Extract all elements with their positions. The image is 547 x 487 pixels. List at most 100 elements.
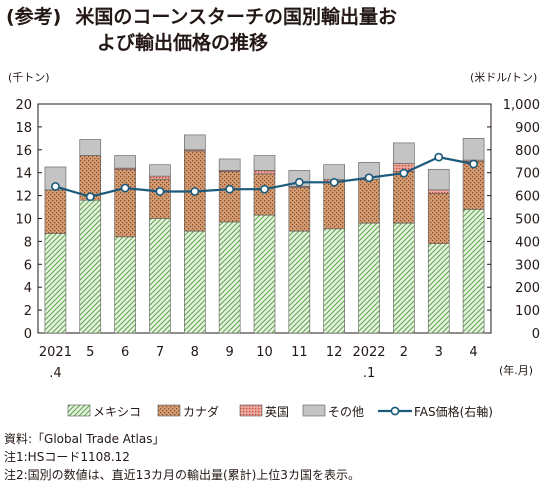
bar-1-7 [288,187,311,232]
legend-line-marker [390,406,400,416]
y-right-tick-label: 1,000 [503,98,540,113]
source-note: 資料:「Global Trade Atlas」 [4,432,165,446]
bar-2-3 [149,175,171,180]
y-left-tick-label: 14 [15,167,32,182]
y-right-tick-label: 900 [515,121,540,136]
legend-label-3: その他 [328,405,364,419]
bar-0-0 [44,233,67,334]
x-tick-label: 6 [121,345,129,360]
x-tick-label: 2022 [352,345,385,360]
y-left-tick-label: 16 [15,144,32,159]
x-tick-label: 9 [226,345,234,360]
bar-0-6 [253,214,276,334]
bar-1-9 [358,179,380,224]
legend-swatch-1 [157,404,181,417]
note-1: 注1:HSコード1108.12 [4,450,130,464]
bar-3-11 [427,168,450,191]
x-tick-label: 2 [400,345,408,360]
fas-price-point-12 [469,159,478,169]
y-left-tick-label: 0 [24,327,32,342]
fas-price-point-5 [225,184,235,194]
bar-0-4 [184,230,206,334]
x-tick-label: 10 [256,345,273,360]
legend-label-1: カナダ [183,404,219,419]
bar-1-8 [323,181,345,230]
y-left-unit: (千トン) [8,71,50,84]
bar-0-9 [358,222,380,334]
fas-price-point-0 [51,182,60,191]
x-unit: (年.月) [499,363,533,377]
bar-3-12 [462,138,485,161]
y-right-tick-label: 300 [515,258,540,273]
x-tick-label: 11 [291,345,308,360]
y-right-tick-label: 200 [515,281,540,296]
y-left-tick-label: 4 [24,281,32,296]
fas-price-point-7 [294,177,304,187]
bar-1-2 [114,168,136,238]
bar-3-1 [79,139,102,156]
chart-title: (参考) 米国のコーンスターチの国別輸出量お よび輸出価格の推移 [6,4,398,54]
x-tick-label: 3 [435,345,443,360]
y-left-tick-label: 10 [15,213,32,228]
title-prefix: (参考) [6,6,62,28]
bar-0-10 [393,222,415,334]
y-left-tick-label: 18 [15,121,32,136]
bar-1-3 [149,179,171,219]
x-tick-label: .4 [49,366,61,381]
x-tick-label: 7 [156,345,164,360]
bar-3-4 [184,134,206,151]
legend: メキシコ カナダ 英国 その他 FAS価格(右軸) [67,404,493,419]
bar-0-3 [149,218,171,334]
bar-3-10 [393,142,415,164]
legend-swatch-0 [67,404,91,417]
y-left-tick-label: 8 [24,235,32,250]
y-right-unit: (米ドル/トン) [470,71,537,84]
fas-price-point-1 [85,192,95,202]
bar-1-6 [253,173,276,216]
x-tick-label: 4 [469,345,477,360]
fas-price-point-11 [434,152,444,162]
notes: 資料:「Global Trade Atlas」 注1:HSコード1108.12 … [4,430,360,484]
bar-3-6 [253,155,276,171]
bar-2-11 [427,189,450,194]
note-2: 注2:国別の数値は、直近13カ月の輸出量(累計)上位3カ国を表示。 [4,468,360,482]
fas-price-point-6 [260,184,269,194]
fas-price-point-3 [155,187,165,196]
bar-2-6 [253,170,276,175]
bar-0-11 [427,243,450,334]
y-left-tick-label: 6 [24,258,32,273]
fas-price-point-9 [364,173,374,183]
legend-swatch-3 [302,404,326,417]
legend-label-2: 英国 [265,405,289,419]
bar-0-12 [462,209,485,334]
bar-0-1 [79,199,102,334]
legend-label-line: FAS価格(右軸) [414,404,493,419]
bar-1-5 [218,171,241,223]
x-tick-label: 12 [326,345,343,360]
y-right-tick-label: 700 [515,167,540,182]
bar-0-8 [323,228,345,334]
bar-1-10 [393,171,415,224]
bar-0-7 [288,230,311,334]
y-right-tick-label: 600 [515,190,540,205]
bar-1-12 [462,160,485,210]
y-right-tick-label: 100 [515,304,540,319]
x-tick-label: 2021 [39,345,72,360]
y-right-tick-label: 0 [532,327,540,342]
x-tick-label: 5 [86,345,94,360]
title-line-1: 米国のコーンスターチの国別輸出量お [75,6,398,28]
y-right-tick-label: 500 [515,213,540,228]
fas-price-point-10 [399,168,409,178]
legend-swatch-2 [239,404,263,417]
bar-3-5 [218,158,241,171]
bar-3-3 [149,164,171,177]
x-tick-label: .1 [363,366,375,381]
y-right-tick-label: 400 [515,235,540,250]
bar-1-0 [44,189,67,234]
y-left-tick-label: 12 [15,190,32,205]
y-right-tick-label: 800 [515,144,540,159]
title-line-2: よび輸出価格の推移 [97,32,269,54]
fas-price-point-4 [190,187,200,196]
bar-0-5 [218,221,241,334]
